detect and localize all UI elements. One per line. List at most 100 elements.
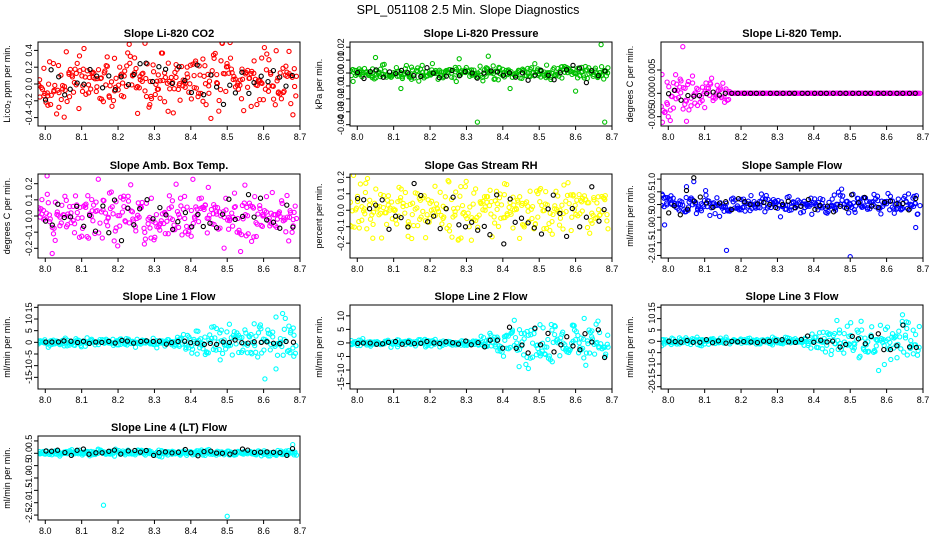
slope-point xyxy=(857,353,863,359)
slope-point xyxy=(274,224,280,231)
slope-point xyxy=(569,214,575,220)
slope-point xyxy=(595,318,601,324)
slope-point xyxy=(510,225,516,231)
reference-point xyxy=(385,339,392,345)
slope-point xyxy=(133,85,139,91)
reference-point xyxy=(270,340,277,346)
slope-point xyxy=(493,188,500,194)
slope-point xyxy=(145,221,151,227)
slope-point xyxy=(666,84,672,90)
y-tick-label: 0 xyxy=(336,340,346,345)
reference-point xyxy=(213,341,220,348)
slope-point xyxy=(274,78,280,84)
reference-point xyxy=(545,72,551,78)
slope-point xyxy=(98,75,104,81)
slope-point xyxy=(119,80,126,86)
slope-point xyxy=(905,191,912,197)
slope-point xyxy=(274,352,281,358)
slope-point xyxy=(589,336,596,342)
slope-point xyxy=(556,222,563,228)
slope-point xyxy=(516,363,522,370)
panel-5: Slope Gas Stream RH 8.0 8.1 8.2 8.3 8.4 8.5 8.6… xyxy=(314,160,618,274)
slope-point xyxy=(284,214,291,220)
x-tick-label: 8.1 xyxy=(387,132,400,142)
reference-point xyxy=(715,338,722,344)
slope-point xyxy=(90,218,96,224)
slope-point xyxy=(602,344,608,350)
x-tick-label: 8.3 xyxy=(460,132,473,142)
slope-point xyxy=(71,230,78,236)
slope-point xyxy=(293,93,299,99)
reference-point xyxy=(131,222,137,228)
slope-point xyxy=(712,210,718,217)
reference-point xyxy=(226,339,233,346)
reference-point xyxy=(380,74,386,80)
slope-point xyxy=(487,187,493,193)
slope-point xyxy=(278,198,285,204)
slope-point xyxy=(605,65,611,71)
slope-point xyxy=(291,209,297,216)
slope-point xyxy=(188,96,195,102)
reference-point xyxy=(703,200,710,206)
slope-point xyxy=(45,93,51,99)
slope-point xyxy=(351,224,357,230)
slope-point xyxy=(446,179,452,185)
slope-point xyxy=(104,54,110,60)
slope-point xyxy=(270,334,276,340)
y-tick-label: -2.5 xyxy=(24,507,34,523)
slope-point xyxy=(290,325,296,331)
reference-point xyxy=(716,200,723,206)
slope-point xyxy=(898,346,904,352)
slope-point xyxy=(156,447,162,453)
slope-point xyxy=(541,226,547,232)
slope-point xyxy=(503,333,509,339)
slope-point xyxy=(211,55,217,61)
slope-point xyxy=(373,186,379,192)
slope-point xyxy=(105,223,111,229)
y-tick-label: 0.2 xyxy=(24,61,34,74)
slope-point xyxy=(73,70,79,77)
reference-point xyxy=(805,196,812,203)
reference-point xyxy=(742,199,748,205)
slope-point xyxy=(490,63,496,69)
reference-point xyxy=(666,210,672,216)
reference-point xyxy=(283,83,289,89)
reference-point xyxy=(81,81,87,87)
reference-point xyxy=(488,68,494,74)
slope-point xyxy=(491,214,497,220)
slope-point xyxy=(480,334,487,341)
reference-point xyxy=(786,339,792,345)
reference-point xyxy=(106,73,112,79)
slope-point xyxy=(563,208,569,215)
slope-point xyxy=(364,175,371,182)
reference-point xyxy=(373,202,379,208)
slope-point xyxy=(557,215,564,221)
reference-point xyxy=(55,201,61,207)
reference-point xyxy=(703,336,710,343)
y-axis-label: kPa per min. xyxy=(314,59,324,110)
panel-title: Slope Li-820 Pressure xyxy=(424,28,539,40)
reference-point xyxy=(264,339,270,345)
reference-point xyxy=(601,206,607,213)
slope-point xyxy=(261,347,267,353)
slope-point xyxy=(227,55,234,61)
slope-point xyxy=(543,188,549,195)
slope-point xyxy=(708,75,715,81)
reference-point xyxy=(443,206,449,212)
x-tick-label: 8.5 xyxy=(844,264,857,274)
slope-point xyxy=(415,222,421,229)
slope-point xyxy=(242,327,248,333)
slope-point xyxy=(221,245,227,251)
slope-point xyxy=(283,229,289,235)
plot-frame xyxy=(349,173,613,259)
slope-point xyxy=(468,67,475,73)
x-tick-label: 8.0 xyxy=(662,264,675,274)
slope-point xyxy=(47,216,53,222)
slope-point xyxy=(88,86,94,92)
reference-point xyxy=(894,201,900,207)
slope-point xyxy=(377,191,384,198)
data-points xyxy=(38,174,300,257)
slope-point xyxy=(400,72,407,78)
slope-point xyxy=(93,88,99,95)
slope-point xyxy=(208,115,214,122)
